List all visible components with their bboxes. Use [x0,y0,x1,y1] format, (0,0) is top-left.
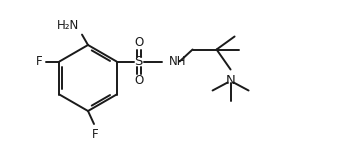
Text: S: S [134,55,143,68]
Text: O: O [134,74,143,87]
Text: O: O [134,36,143,49]
Text: F: F [36,55,42,68]
Text: N: N [226,75,236,88]
Text: H₂N: H₂N [57,19,79,32]
Text: NH: NH [168,55,186,68]
Text: F: F [92,128,98,141]
